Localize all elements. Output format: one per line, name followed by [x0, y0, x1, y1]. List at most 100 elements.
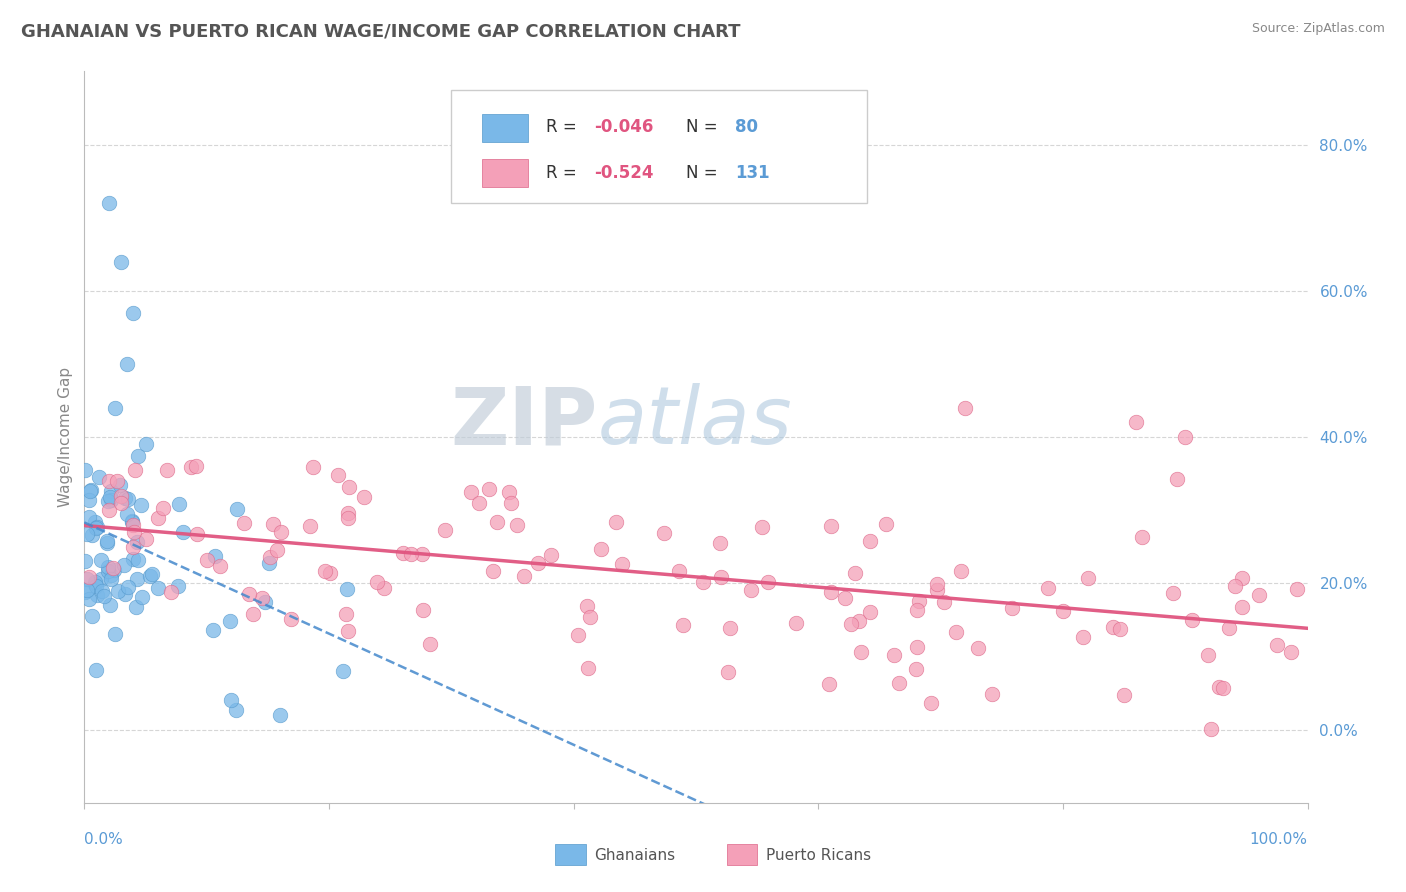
Point — [851, 645, 873, 659]
FancyBboxPatch shape — [451, 90, 868, 203]
Point — [76, 583, 98, 598]
Point — [129, 498, 152, 512]
Point — [1218, 621, 1240, 635]
Point — [86, 520, 108, 534]
Point — [605, 515, 627, 529]
Point — [353, 491, 375, 505]
Point — [93, 590, 115, 604]
Point — [84, 515, 107, 529]
Point — [97, 474, 120, 488]
Point — [76, 573, 98, 587]
Point — [100, 567, 122, 582]
Point — [89, 470, 111, 484]
Point — [579, 610, 602, 624]
Point — [127, 572, 149, 586]
Point — [280, 612, 302, 626]
Point — [399, 547, 422, 561]
Point — [121, 516, 143, 530]
Point — [1114, 688, 1136, 702]
Point — [905, 640, 928, 654]
Point — [104, 627, 127, 641]
Point — [117, 580, 139, 594]
Point — [80, 528, 103, 542]
Point — [501, 496, 523, 510]
Point — [373, 581, 395, 595]
Point — [366, 575, 388, 590]
Point — [834, 591, 856, 605]
Point — [319, 566, 342, 580]
Point — [672, 618, 695, 632]
Point — [740, 582, 762, 597]
Point — [84, 521, 107, 535]
Point — [1077, 571, 1099, 585]
Point — [467, 496, 489, 510]
Point — [90, 553, 112, 567]
Point — [1130, 529, 1153, 543]
Point — [332, 664, 354, 678]
Point — [107, 475, 129, 489]
Point — [204, 549, 226, 563]
Point — [905, 662, 928, 676]
Point — [180, 459, 202, 474]
Point — [76, 526, 98, 541]
Point — [219, 614, 242, 628]
Point — [73, 463, 96, 477]
Point — [485, 515, 508, 529]
Point — [717, 665, 740, 679]
Point — [751, 519, 773, 533]
FancyBboxPatch shape — [482, 114, 529, 142]
Point — [195, 553, 218, 567]
Point — [337, 511, 360, 525]
Point — [97, 559, 120, 574]
Text: -0.046: -0.046 — [595, 118, 654, 136]
Point — [875, 517, 897, 532]
Point — [392, 546, 415, 560]
Point — [1225, 579, 1247, 593]
Point — [253, 595, 276, 609]
Point — [907, 594, 929, 608]
Point — [1232, 571, 1254, 585]
Point — [104, 401, 127, 415]
Point — [567, 627, 589, 641]
Point — [73, 585, 96, 599]
Text: R =: R = — [546, 163, 582, 181]
Point — [135, 533, 157, 547]
Point — [98, 490, 121, 504]
Point — [110, 489, 132, 503]
Point — [980, 687, 1002, 701]
Point — [576, 660, 599, 674]
Point — [1265, 638, 1288, 652]
Point — [90, 572, 112, 586]
Point — [84, 577, 107, 591]
Point — [925, 583, 948, 598]
Text: N =: N = — [686, 118, 723, 136]
Point — [576, 599, 599, 614]
Point — [612, 558, 634, 572]
Point — [107, 583, 129, 598]
Point — [77, 510, 100, 524]
Point — [242, 607, 264, 622]
Text: atlas: atlas — [598, 384, 793, 461]
Point — [920, 696, 942, 710]
Point — [339, 479, 361, 493]
Point — [139, 568, 162, 582]
Point — [934, 595, 956, 609]
Point — [141, 566, 163, 581]
Point — [125, 600, 148, 615]
Point — [1286, 582, 1309, 596]
Point — [419, 637, 441, 651]
Point — [848, 614, 870, 628]
Point — [1102, 620, 1125, 634]
Point — [1161, 586, 1184, 600]
Point — [101, 560, 124, 574]
Point — [250, 591, 273, 606]
Point — [259, 550, 281, 565]
Point — [127, 553, 149, 567]
Point — [1052, 604, 1074, 618]
Point — [818, 677, 841, 691]
Point — [820, 518, 842, 533]
Point — [77, 570, 100, 584]
Point — [115, 357, 138, 371]
Text: Source: ZipAtlas.com: Source: ZipAtlas.com — [1251, 22, 1385, 36]
Point — [925, 577, 948, 591]
